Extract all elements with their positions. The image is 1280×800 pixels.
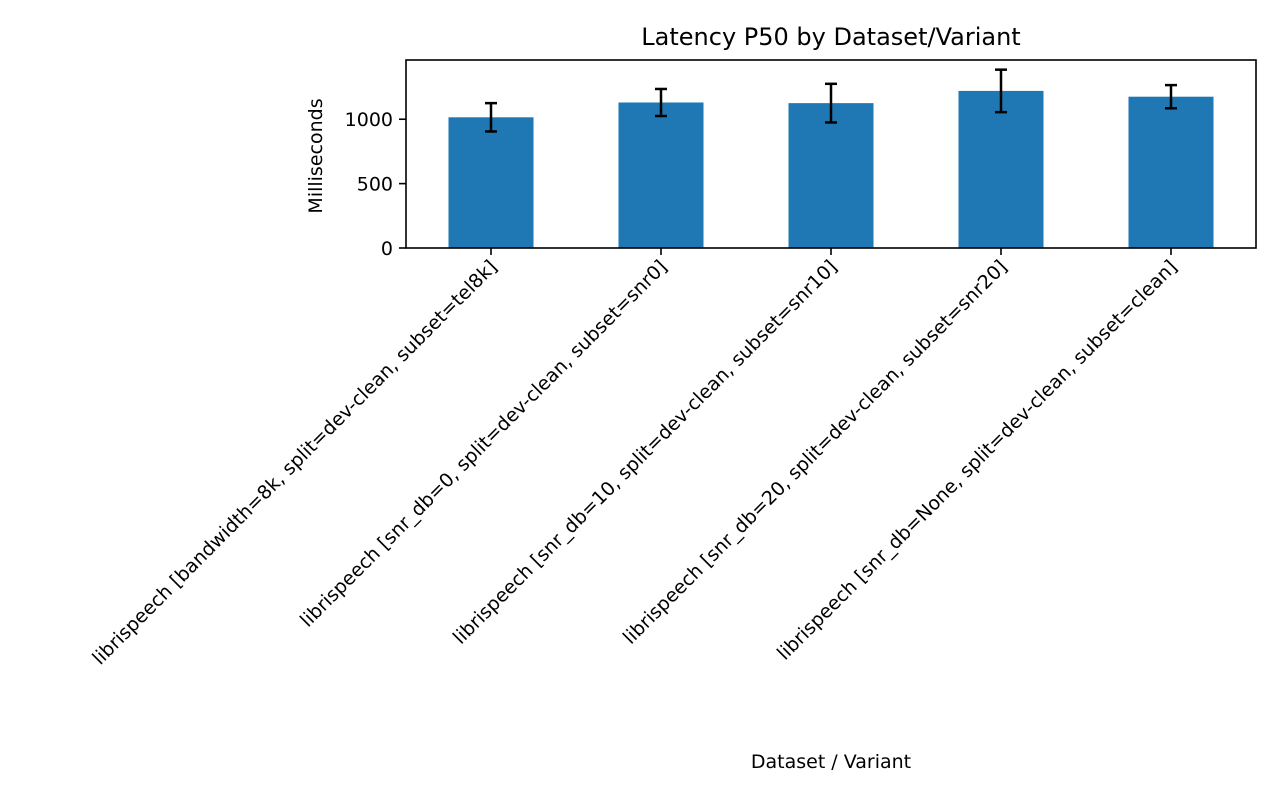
y-tick-label-1: 500 bbox=[357, 174, 393, 196]
chart-title: Latency P50 by Dataset/Variant bbox=[641, 23, 1020, 51]
x-axis-label: Dataset / Variant bbox=[751, 751, 911, 773]
x-tick-label-1: librispeech [snr_db=0, split=dev-clean, … bbox=[296, 256, 672, 632]
bar-0 bbox=[448, 117, 534, 249]
y-axis-label: Milliseconds bbox=[305, 98, 327, 213]
x-tick-label-4: librispeech [snr_db=None, split=dev-clea… bbox=[773, 256, 1182, 665]
bar-3 bbox=[958, 90, 1044, 248]
x-tick-label-0: librispeech [bandwidth=8k, split=dev-cle… bbox=[88, 256, 501, 669]
y-tick-label-0: 0 bbox=[381, 238, 393, 260]
x-tick-label-3: librispeech [snr_db=20, split=dev-clean,… bbox=[619, 256, 1012, 649]
bar-2 bbox=[788, 103, 874, 248]
y-tick-label-2: 1000 bbox=[345, 109, 393, 131]
x-tick-label-2: librispeech [snr_db=10, split=dev-clean,… bbox=[449, 256, 842, 649]
bar-4 bbox=[1128, 96, 1214, 248]
plot-area: 0 500 1000 librispeech [bandwidth=8k, split… bbox=[88, 59, 1257, 669]
bar-1 bbox=[618, 102, 704, 248]
